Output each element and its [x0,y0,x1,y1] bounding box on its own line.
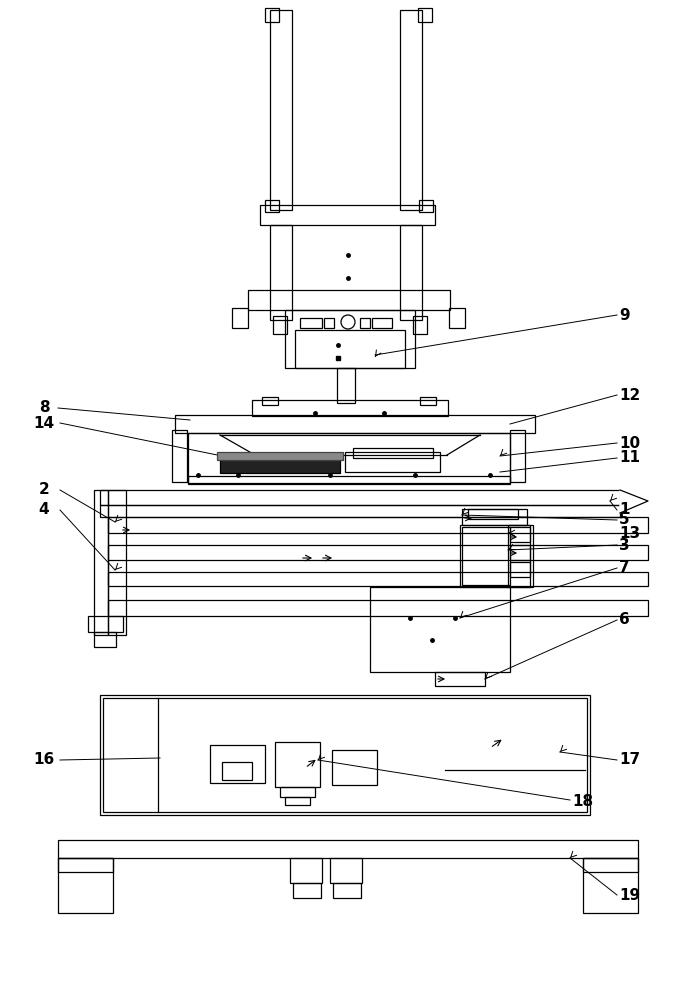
Bar [508,525,533,587]
Bar [353,448,433,458]
Text: 19: 19 [619,888,640,902]
Bar [88,616,123,632]
Bar [510,527,530,542]
Text: 2: 2 [39,483,49,497]
Bar [370,587,510,672]
Bar [449,308,465,328]
Bar [100,505,620,517]
Text: 5: 5 [619,512,630,528]
Bar [400,225,422,320]
Bar [108,490,126,635]
Bar [462,527,510,585]
Bar [372,318,392,328]
Bar [94,632,116,647]
Bar [94,490,108,635]
Bar [262,397,278,405]
Text: 14: 14 [33,416,55,430]
Bar [330,858,362,883]
Bar [419,200,433,212]
Bar [108,572,648,586]
Bar [108,545,648,560]
Text: 7: 7 [619,560,630,576]
Text: 18: 18 [572,794,593,810]
Bar [293,883,321,898]
Bar [510,545,530,560]
Text: 13: 13 [619,526,640,540]
Bar [172,430,187,482]
Bar [468,509,518,519]
Bar [360,318,370,328]
Bar [345,452,440,472]
Bar [222,762,252,780]
Bar [462,509,527,525]
Bar [188,433,510,483]
Text: 8: 8 [39,400,49,416]
Bar [270,10,292,210]
Bar [103,698,587,812]
Text: 10: 10 [619,436,640,450]
Bar [285,797,310,805]
Bar [418,8,432,22]
Bar [420,397,436,405]
Bar [280,787,315,797]
Bar [413,316,427,334]
Bar [220,455,340,473]
Bar [175,415,535,433]
Bar [583,858,638,913]
Text: 4: 4 [39,502,49,518]
Bar [295,330,405,368]
Text: 9: 9 [619,308,630,322]
Bar [100,490,620,505]
Text: 11: 11 [619,450,640,466]
Bar [275,742,320,787]
Bar [232,308,248,328]
Text: 12: 12 [619,387,640,402]
Bar [265,8,279,22]
Text: 3: 3 [619,538,630,552]
Bar [217,452,343,460]
Bar [337,368,355,403]
Bar [248,290,450,310]
Bar [290,858,322,883]
Bar [273,316,287,334]
Bar [300,318,322,328]
Bar [332,750,377,785]
Bar [285,310,415,368]
Bar [210,745,265,783]
Bar [583,858,638,872]
Bar [58,858,113,872]
Bar [260,205,435,225]
Bar [510,430,525,482]
Bar [188,476,510,484]
Bar [400,10,422,210]
Bar [460,525,530,587]
Text: 1: 1 [619,502,630,518]
Bar [58,858,113,913]
Bar [270,225,292,320]
Bar [333,883,361,898]
Bar [108,517,648,533]
Bar [58,840,638,858]
Text: 17: 17 [619,752,640,768]
Text: 6: 6 [619,612,630,628]
Text: 16: 16 [33,752,55,768]
Bar [435,672,485,686]
Bar [108,600,648,616]
Bar [510,562,530,577]
Polygon shape [620,490,648,513]
Bar [100,695,590,815]
Bar [252,400,448,416]
Bar [265,200,279,212]
Bar [324,318,334,328]
